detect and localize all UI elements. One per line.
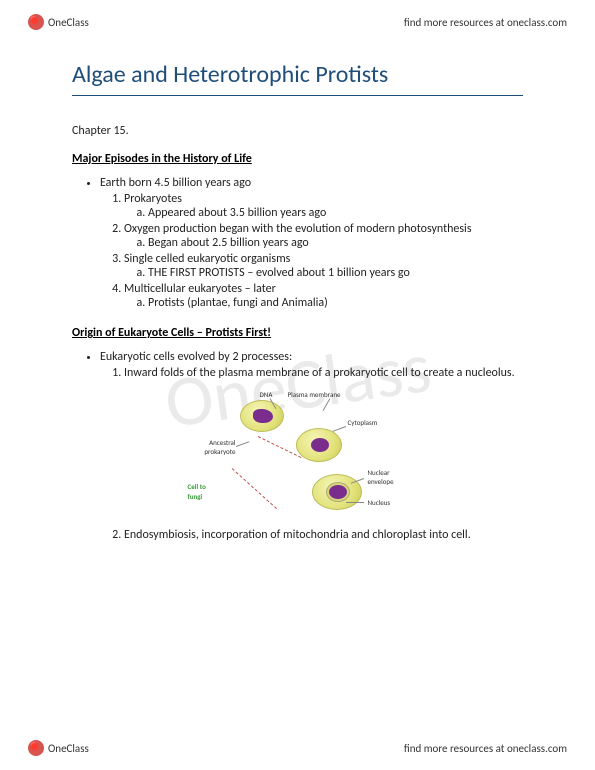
header-tagline: find more resources at oneclass.com — [404, 16, 567, 29]
process-2: Endosymbiosis, incorporation of mitochon… — [124, 528, 523, 542]
leader-line — [332, 426, 345, 432]
page-header: OneClass find more resources at oneclass… — [28, 14, 567, 30]
section1-heading: Major Episodes in the History of Life — [72, 152, 523, 166]
sub-item: Appeared about 3.5 billion years ago — [148, 206, 523, 220]
section2-content-cont: Endosymbiosis, incorporation of mitochon… — [72, 528, 523, 542]
leader-line — [322, 398, 330, 411]
page-title: Algae and Heterotrophic Protists — [72, 60, 523, 89]
cell-diagram: DNA Plasma membrane Cytoplasm Ancestral … — [188, 396, 408, 516]
item-label: Single celled eukaryotic organisms — [124, 252, 290, 266]
brand-name: OneClass — [48, 16, 89, 29]
brand-block: OneClass — [28, 14, 89, 30]
nucleus-forming — [311, 438, 329, 452]
item-label: Multicellular eukaryotes – later — [124, 282, 276, 296]
section2-intro: Eukaryotic cells evolved by 2 processes: — [100, 350, 523, 364]
document-body: Algae and Heterotrophic Protists Chapter… — [0, 0, 595, 608]
dashed-arrow-1 — [257, 436, 301, 458]
item-label: Oxygen production began with the evoluti… — [124, 222, 472, 236]
cell-ancestral — [240, 400, 284, 432]
nucleus-final — [329, 485, 347, 499]
list-item: Multicellular eukaryotes – later Protist… — [124, 282, 523, 310]
brand-logo-icon — [28, 740, 44, 756]
label-nuclear-env: Nuclear envelope — [368, 468, 408, 486]
sub-item: THE FIRST PROTISTS – evolved about 1 bil… — [148, 266, 523, 280]
dashed-arrow-2 — [231, 468, 276, 509]
label-cell-to: Cell to — [188, 482, 206, 491]
label-nucleus: Nucleus — [368, 498, 391, 507]
list-item: Prokaryotes Appeared about 3.5 billion y… — [124, 192, 523, 220]
brand-block-footer: OneClass — [28, 740, 89, 756]
label-cytoplasm: Cytoplasm — [348, 418, 378, 427]
dna-blob — [253, 409, 273, 423]
cell-eukaryote — [312, 474, 362, 510]
section1-intro: Earth born 4.5 billion years ago — [100, 176, 523, 190]
section2-content: Eukaryotic cells evolved by 2 processes:… — [72, 350, 523, 380]
list-item: Single celled eukaryotic organisms THE F… — [124, 252, 523, 280]
brand-logo-icon — [28, 14, 44, 30]
chapter-label: Chapter 15. — [72, 124, 523, 138]
item-label: Prokaryotes — [124, 192, 182, 206]
cell-diagram-wrap: DNA Plasma membrane Cytoplasm Ancestral … — [72, 396, 523, 516]
section1-content: Earth born 4.5 billion years ago Prokary… — [72, 176, 523, 310]
cell-mid — [296, 428, 342, 462]
brand-name-footer: OneClass — [48, 742, 89, 755]
page-footer: OneClass find more resources at oneclass… — [28, 740, 567, 756]
list-item: Oxygen production began with the evoluti… — [124, 222, 523, 250]
label-fungi: fungi — [188, 492, 203, 501]
label-plasma: Plasma membrane — [288, 390, 341, 399]
process-1: Inward folds of the plasma membrane of a… — [124, 366, 523, 380]
leader-line — [346, 502, 364, 503]
label-ancestral: Ancestral prokaryote — [188, 438, 236, 456]
sub-item: Began about 2.5 billion years ago — [148, 236, 523, 250]
leader-line — [235, 441, 248, 447]
section2-heading: Origin of Eukaryote Cells – Protists Fir… — [72, 326, 523, 340]
sub-item: Protists (plantae, fungi and Animalia) — [148, 296, 523, 310]
footer-tagline: find more resources at oneclass.com — [404, 742, 567, 755]
title-underline — [72, 95, 523, 96]
